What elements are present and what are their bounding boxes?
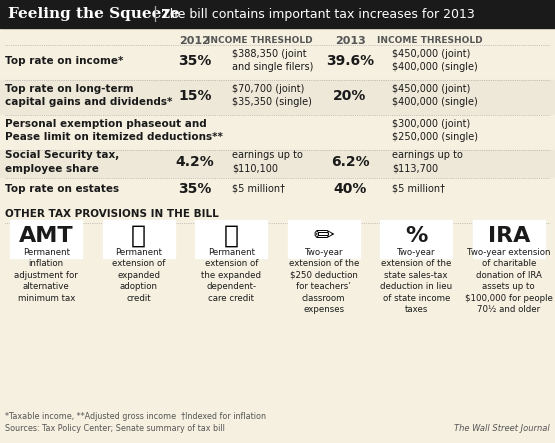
Text: Top rate on estates: Top rate on estates [5, 183, 119, 194]
Bar [0, 115, 555, 150]
Text: $300,000 (joint)
$250,000 (single): $300,000 (joint) $250,000 (single) [392, 119, 478, 142]
Text: $5 million†: $5 million† [232, 183, 285, 194]
Text: 2013: 2013 [335, 36, 365, 46]
Text: INCOME THRESHOLD: INCOME THRESHOLD [377, 36, 483, 45]
Text: ✏: ✏ [313, 224, 334, 248]
Bar [0, 178, 555, 203]
Text: Permanent
inflation
adjustment for
alternative
minimum tax: Permanent inflation adjustment for alter… [14, 248, 78, 303]
Text: 35%: 35% [178, 54, 211, 67]
Text: earnings up to
$113,700: earnings up to $113,700 [392, 151, 463, 174]
Text: OTHER TAX PROVISIONS IN THE BILL: OTHER TAX PROVISIONS IN THE BILL [5, 209, 219, 219]
Bar [103, 220, 175, 258]
Text: Permanent
extension of
the expanded
dependent-
care credit: Permanent extension of the expanded depe… [201, 248, 261, 303]
Text: $70,700 (joint)
$35,350 (single): $70,700 (joint) $35,350 (single) [232, 84, 312, 107]
Text: Personal exemption phaseout and
Pease limit on itemized deductions**: Personal exemption phaseout and Pease li… [5, 119, 223, 142]
Bar [0, 80, 555, 115]
Text: Permanent
extension of
expanded
adoption
credit: Permanent extension of expanded adoption… [112, 248, 165, 303]
Text: 15%: 15% [178, 89, 212, 102]
Text: 2012: 2012 [180, 36, 210, 46]
Bar [0, 45, 555, 80]
Bar [287, 220, 360, 258]
Text: 6.2%: 6.2% [331, 155, 369, 169]
Text: 35%: 35% [178, 182, 211, 195]
Text: |: | [152, 6, 157, 22]
Text: The Wall Street Journal: The Wall Street Journal [454, 424, 550, 433]
Bar [473, 220, 545, 258]
Text: %: % [405, 226, 427, 246]
Text: 4.2%: 4.2% [175, 155, 214, 169]
Text: $450,000 (joint)
$400,000 (single): $450,000 (joint) $400,000 (single) [392, 49, 478, 72]
Bar [380, 220, 452, 258]
Text: 40%: 40% [334, 182, 367, 195]
Text: INCOME THRESHOLD: INCOME THRESHOLD [207, 36, 313, 45]
Text: Social Security tax,
employee share: Social Security tax, employee share [5, 151, 119, 174]
Text: Top rate on long-term
capital gains and dividends*: Top rate on long-term capital gains and … [5, 84, 173, 107]
Text: Two-year
extension of the
$250 deduction
for teachers’
classroom
expenses: Two-year extension of the $250 deduction… [289, 248, 359, 314]
Text: $388,350 (joint
and single filers): $388,350 (joint and single filers) [232, 49, 314, 72]
Text: Feeling the Squeeze: Feeling the Squeeze [8, 7, 180, 21]
Text: 🐼: 🐼 [131, 224, 147, 248]
Text: The bill contains important tax increases for 2013: The bill contains important tax increase… [162, 8, 475, 20]
Text: IRA: IRA [487, 226, 530, 246]
Text: 20%: 20% [334, 89, 367, 102]
Text: $5 million†: $5 million† [392, 183, 445, 194]
Text: *Taxable income, **Adjusted gross income  †Indexed for inflation
Sources: Tax Po: *Taxable income, **Adjusted gross income… [5, 412, 266, 433]
Text: $450,000 (joint)
$400,000 (single): $450,000 (joint) $400,000 (single) [392, 84, 478, 107]
Bar [195, 220, 268, 258]
Text: 39.6%: 39.6% [326, 54, 374, 67]
Text: AMT: AMT [19, 226, 74, 246]
Bar [10, 220, 82, 258]
Text: Two-year extension
of charitable
donation of IRA
assets up to
$100,000 for peopl: Two-year extension of charitable donatio… [465, 248, 553, 314]
Bar [0, 150, 555, 178]
Text: 👶: 👶 [224, 224, 239, 248]
Bar [0, 0, 555, 28]
Text: Two-year
extension of the
state sales-tax
deduction in lieu
of state income
taxe: Two-year extension of the state sales-ta… [380, 248, 452, 314]
Text: Top rate on income*: Top rate on income* [5, 55, 123, 66]
Text: earnings up to
$110,100: earnings up to $110,100 [232, 151, 303, 174]
